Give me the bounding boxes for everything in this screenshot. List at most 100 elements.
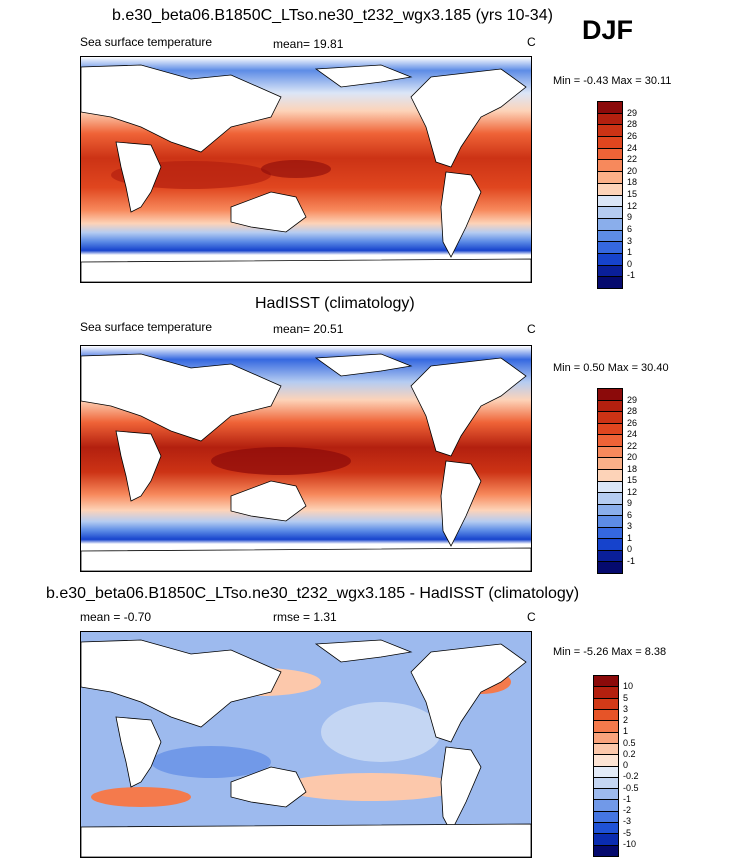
panel3-colorbar (593, 675, 619, 857)
panel1-colorbar (597, 101, 623, 289)
colorbar-swatch (594, 687, 618, 699)
colorbar-swatch (598, 516, 622, 528)
colorbar-tick-label: 20 (627, 165, 638, 176)
colorbar-tick-label: -10 (623, 838, 637, 849)
colorbar-swatch (594, 698, 618, 710)
colorbar-tick-label: 20 (627, 452, 638, 462)
colorbar-tick-label: 10 (623, 681, 634, 692)
colorbar-swatch (598, 160, 622, 173)
colorbar-swatch (594, 766, 618, 778)
panel2-mean: mean= 20.51 (273, 322, 344, 336)
colorbar-tick-label: 18 (627, 177, 638, 188)
colorbar-tick-label: 6 (627, 223, 633, 234)
panel1-title: b.e30_beta06.B1850C_LTso.ne30_t232_wgx3.… (112, 7, 553, 24)
colorbar-tick-label: 0 (627, 258, 633, 269)
panel2-variable: Sea surface temperature (80, 320, 213, 334)
colorbar-swatch (594, 676, 618, 688)
panel2-minmax: Min = 0.50 Max = 30.40 (553, 362, 669, 374)
colorbar-swatch (598, 550, 622, 563)
colorbar-swatch (598, 195, 622, 208)
colorbar-tick-label: 12 (627, 486, 638, 497)
colorbar-swatch (598, 562, 622, 573)
colorbar-tick-label: 1 (627, 247, 633, 258)
colorbar-swatch (594, 743, 618, 756)
colorbar-swatch (598, 265, 622, 278)
colorbar-swatch (598, 400, 622, 413)
colorbar-swatch (594, 709, 618, 722)
colorbar-tick-label: 5 (623, 692, 629, 703)
sst-model-map (81, 57, 531, 282)
panel2-colorbar (597, 388, 623, 574)
colorbar-swatch (598, 423, 622, 436)
panel3-title: b.e30_beta06.B1850C_LTso.ne30_t232_wgx3.… (46, 585, 580, 602)
colorbar-tick-label: -1 (627, 270, 636, 281)
colorbar-tick-label: 18 (627, 463, 638, 474)
panel2-title: HadISST (climatology) (255, 295, 415, 312)
colorbar-tick-label: 0 (623, 760, 629, 770)
colorbar-tick-label: 3 (627, 521, 633, 531)
colorbar-swatch (594, 755, 618, 767)
colorbar-swatch (598, 183, 622, 196)
panel1-minmax: Min = -0.43 Max = 30.11 (553, 75, 672, 87)
sst-diff-map (81, 632, 531, 857)
colorbar-swatch (598, 481, 622, 494)
colorbar-tick-label: 3 (627, 235, 633, 246)
colorbar-swatch (598, 242, 622, 254)
colorbar-tick-label: 28 (627, 406, 638, 416)
colorbar-swatch (598, 148, 622, 161)
colorbar-swatch (598, 539, 622, 551)
colorbar-tick-label: -0.5 (623, 782, 639, 793)
panel3-units: C (527, 610, 536, 624)
colorbar-swatch (598, 493, 622, 505)
colorbar-swatch (598, 527, 622, 540)
colorbar-tick-label: 0 (627, 544, 633, 554)
colorbar-swatch (598, 137, 622, 149)
colorbar-swatch (598, 113, 622, 126)
colorbar-swatch (598, 458, 622, 470)
colorbar-tick-label: 1 (627, 532, 633, 543)
colorbar-tick-label: 9 (627, 498, 633, 508)
colorbar-swatch (598, 435, 622, 447)
colorbar-tick-label: 2 (623, 715, 629, 725)
colorbar-tick-label: 22 (627, 440, 638, 451)
colorbar-swatch (598, 389, 622, 401)
colorbar-swatch (598, 125, 622, 138)
colorbar-swatch (594, 834, 618, 846)
colorbar-tick-label: 28 (627, 119, 638, 130)
colorbar-tick-label: 15 (627, 475, 638, 485)
colorbar-tick-label: -1 (623, 793, 632, 804)
colorbar-swatch (598, 230, 622, 243)
colorbar-swatch (598, 446, 622, 459)
colorbar-tick-label: 3 (623, 703, 629, 714)
colorbar-tick-label: 26 (627, 417, 638, 428)
colorbar-swatch (598, 102, 622, 114)
panel2-map (80, 345, 532, 572)
colorbar-tick-label: 9 (627, 212, 633, 223)
panel3-rmse: rmse = 1.31 (273, 610, 337, 624)
colorbar-tick-label: -1 (627, 555, 636, 566)
colorbar-tick-label: 29 (627, 107, 638, 118)
colorbar-tick-label: 6 (627, 509, 633, 520)
season-label: DJF (582, 15, 634, 45)
colorbar-tick-label: -2 (623, 805, 632, 815)
colorbar-tick-label: -3 (623, 816, 632, 827)
panel1-mean: mean= 19.81 (273, 37, 344, 51)
colorbar-tick-label: 22 (627, 154, 638, 165)
colorbar-swatch (594, 777, 618, 790)
colorbar-swatch (594, 721, 618, 733)
panel3-mean: mean = -0.70 (80, 610, 152, 624)
panel1-variable: Sea surface temperature (80, 35, 213, 49)
colorbar-swatch (598, 469, 622, 482)
colorbar-tick-label: 24 (627, 142, 638, 153)
colorbar-swatch (598, 218, 622, 231)
panel1-units: C (527, 35, 536, 49)
panel3-minmax: Min = -5.26 Max = 8.38 (553, 646, 667, 658)
colorbar-tick-label: 29 (627, 394, 638, 405)
colorbar-tick-label: -0.2 (623, 771, 639, 782)
colorbar-tick-label: -5 (623, 827, 632, 838)
colorbar-tick-label: 0.2 (623, 748, 636, 759)
panel1-map (80, 56, 532, 283)
colorbar-swatch (594, 823, 618, 835)
panel2-units: C (527, 322, 536, 336)
colorbar-tick-label: 24 (627, 429, 638, 439)
